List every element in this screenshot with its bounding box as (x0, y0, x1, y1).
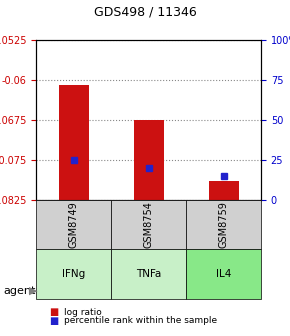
Text: ■: ■ (49, 316, 59, 326)
Text: ▶: ▶ (29, 286, 37, 296)
Bar (134, 120, 164, 200)
FancyBboxPatch shape (36, 200, 111, 249)
FancyBboxPatch shape (111, 200, 186, 249)
Text: ■: ■ (49, 307, 59, 318)
Bar (209, 181, 238, 200)
FancyBboxPatch shape (186, 249, 261, 299)
Text: agent: agent (3, 286, 35, 296)
Text: TNFa: TNFa (136, 269, 161, 279)
Text: percentile rank within the sample: percentile rank within the sample (64, 317, 217, 325)
Text: GSM8749: GSM8749 (69, 201, 79, 248)
Text: IFNg: IFNg (62, 269, 85, 279)
Text: GDS498 / 11346: GDS498 / 11346 (94, 5, 196, 18)
Text: GSM8759: GSM8759 (219, 201, 229, 248)
Text: IL4: IL4 (216, 269, 231, 279)
Bar (59, 85, 89, 200)
FancyBboxPatch shape (186, 200, 261, 249)
FancyBboxPatch shape (111, 249, 186, 299)
Text: log ratio: log ratio (64, 308, 102, 317)
Text: GSM8754: GSM8754 (144, 201, 154, 248)
FancyBboxPatch shape (36, 249, 111, 299)
